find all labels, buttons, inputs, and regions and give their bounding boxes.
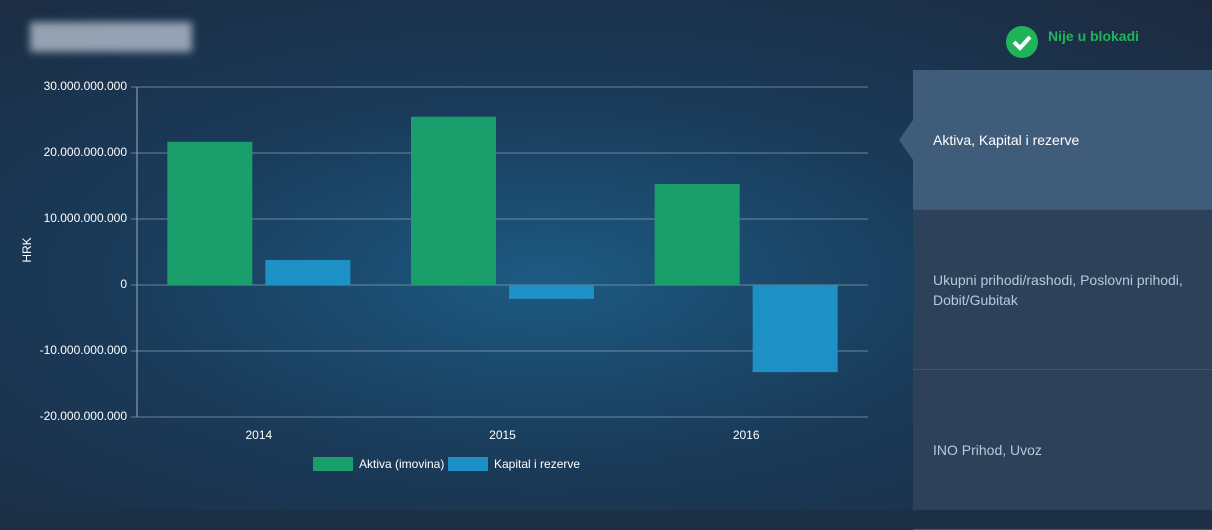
- bar: [411, 116, 496, 285]
- menu-item[interactable]: Aktiva, Kapital i rezerve: [899, 70, 1212, 210]
- legend-label: Kapital i rezerve: [494, 457, 580, 471]
- bar: [167, 141, 253, 285]
- legend-swatch: [313, 457, 353, 471]
- menu-item[interactable]: Ukupni prihodi/rashodi, Poslovni prihodi…: [913, 210, 1212, 370]
- y-tick-label: 30.000.000.000: [44, 79, 128, 93]
- y-tick-label: -10.000.000.000: [40, 343, 128, 357]
- chart: HRK -20.000.000.000 -10.000.000.000 0 10.00…: [20, 79, 868, 471]
- status: Nije u blokadi: [1006, 26, 1139, 58]
- x-tick-label: 2016: [733, 428, 760, 442]
- bar: [654, 184, 740, 285]
- legend-label: Aktiva (imovina): [359, 457, 444, 471]
- logo: [30, 22, 192, 52]
- bar: [265, 259, 351, 285]
- legend-swatch: [448, 457, 488, 471]
- y-tick-label: 0: [120, 277, 127, 291]
- y-tick-label: 10.000.000.000: [44, 211, 128, 225]
- bar: [752, 285, 838, 373]
- y-tick-label: -20.000.000.000: [40, 409, 128, 423]
- check-icon: [1006, 26, 1038, 58]
- y-tick-label: 20.000.000.000: [44, 145, 128, 159]
- status-text: Nije u blokadi: [1048, 28, 1140, 44]
- bar: [509, 285, 594, 299]
- x-tick-label: 2015: [489, 428, 516, 442]
- sidebar: Aktiva, Kapital i rezerve Ukupni prihodi…: [899, 70, 1212, 530]
- x-tick-label: 2014: [245, 428, 272, 442]
- y-axis-label: HRK: [20, 237, 34, 262]
- menu-item[interactable]: INO Prihod, Uvoz: [913, 370, 1212, 530]
